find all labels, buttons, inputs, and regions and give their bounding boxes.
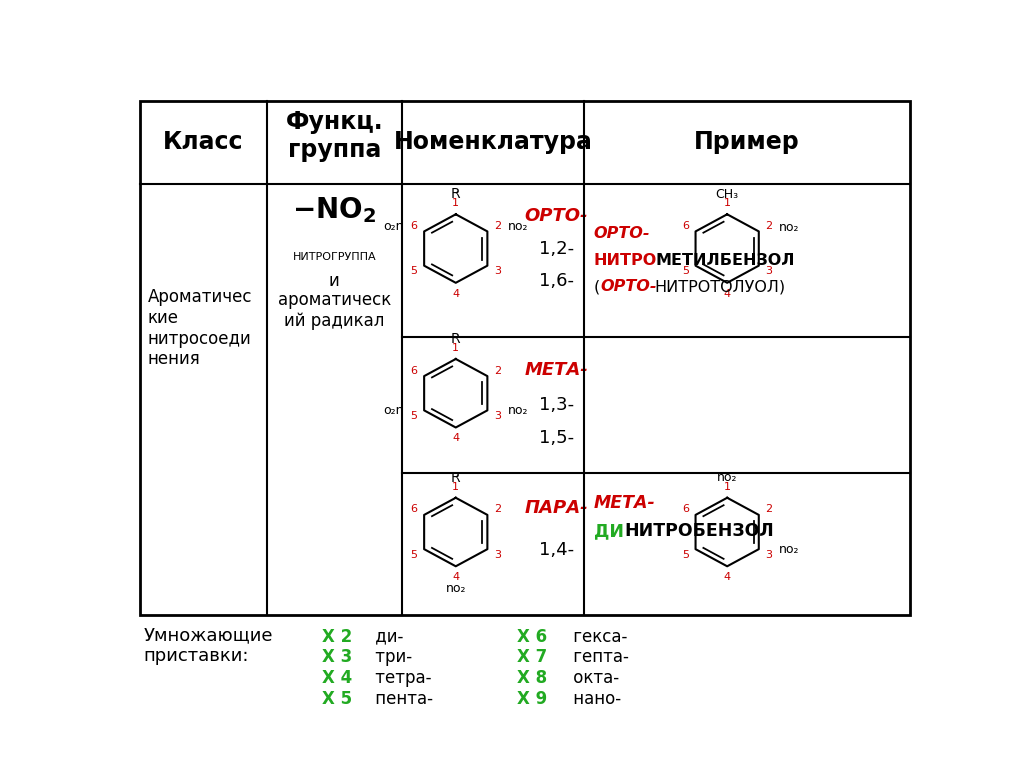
Text: 4: 4 — [724, 572, 731, 582]
Text: no₂: no₂ — [508, 404, 528, 417]
Text: 4: 4 — [453, 433, 460, 443]
Text: 5: 5 — [682, 266, 689, 276]
Text: 1,5-: 1,5- — [539, 429, 574, 446]
Text: и: и — [329, 272, 340, 290]
Text: ди-: ди- — [370, 627, 403, 646]
Text: 6: 6 — [682, 221, 689, 231]
Text: ОРТО-: ОРТО- — [594, 226, 650, 242]
Text: 1,6-: 1,6- — [539, 272, 574, 290]
Text: 4: 4 — [453, 288, 460, 299]
Text: no₂: no₂ — [779, 221, 800, 234]
Text: 6: 6 — [682, 505, 689, 515]
Text: нано-: нано- — [568, 690, 622, 708]
Text: 5: 5 — [682, 550, 689, 560]
Text: Умножающие
приставки:: Умножающие приставки: — [143, 627, 273, 665]
Text: Пример: Пример — [694, 130, 800, 154]
Text: 4: 4 — [724, 288, 731, 299]
Text: 1: 1 — [724, 199, 731, 209]
Text: ДИ: ДИ — [594, 522, 624, 540]
Text: 2: 2 — [494, 366, 501, 376]
Text: X 2: X 2 — [323, 627, 352, 646]
Text: 1,3-: 1,3- — [539, 396, 574, 414]
Text: X 4: X 4 — [323, 669, 352, 687]
Text: ПАРА-: ПАРА- — [524, 499, 589, 518]
Text: X 6: X 6 — [517, 627, 547, 646]
Text: 4: 4 — [453, 572, 460, 582]
Text: 3: 3 — [494, 266, 501, 276]
Text: МЕТА-: МЕТА- — [524, 360, 589, 379]
Text: 6: 6 — [411, 505, 418, 515]
Text: МЕТИЛБЕНЗОЛ: МЕТИЛБЕНЗОЛ — [655, 253, 796, 268]
Text: no₂: no₂ — [717, 471, 737, 484]
Text: тетра-: тетра- — [370, 669, 431, 687]
Text: R: R — [451, 332, 461, 346]
Text: X 8: X 8 — [517, 669, 547, 687]
Text: $\mathbf{-NO_2}$: $\mathbf{-NO_2}$ — [292, 196, 377, 225]
Text: Номенклатура: Номенклатура — [393, 130, 593, 154]
Bar — [140, 101, 909, 614]
Text: 5: 5 — [411, 411, 418, 421]
Text: 1: 1 — [724, 482, 731, 492]
Text: 1: 1 — [453, 343, 459, 353]
Text: 3: 3 — [494, 550, 501, 560]
Text: X 9: X 9 — [517, 690, 547, 708]
Text: гекса-: гекса- — [568, 627, 628, 646]
Text: 1: 1 — [453, 199, 459, 209]
Text: Функц.
группа: Функц. группа — [286, 110, 383, 163]
Text: НИТРО: НИТРО — [594, 253, 657, 268]
Text: R: R — [451, 471, 461, 485]
Text: 3: 3 — [765, 266, 772, 276]
Text: НИТРОГРУППА: НИТРОГРУППА — [293, 252, 376, 262]
Text: НИТРОБЕНЗОЛ: НИТРОБЕНЗОЛ — [624, 522, 774, 540]
Text: X 7: X 7 — [517, 648, 547, 667]
Text: no₂: no₂ — [508, 220, 528, 232]
Text: 2: 2 — [494, 505, 501, 515]
Text: Класс: Класс — [163, 130, 244, 154]
Text: Ароматичес
кие
нитросоеди
нения: Ароматичес кие нитросоеди нения — [147, 288, 252, 368]
Text: X 5: X 5 — [323, 690, 352, 708]
Text: 6: 6 — [411, 221, 418, 231]
Text: 2: 2 — [765, 505, 772, 515]
Text: 3: 3 — [494, 411, 501, 421]
Text: no₂: no₂ — [779, 543, 800, 555]
Text: X 3: X 3 — [323, 648, 352, 667]
Text: 1,4-: 1,4- — [539, 541, 574, 558]
Text: 5: 5 — [411, 266, 418, 276]
Text: no₂: no₂ — [445, 581, 466, 594]
Text: пента-: пента- — [370, 690, 433, 708]
Text: 2: 2 — [765, 221, 772, 231]
Text: МЕТА-: МЕТА- — [594, 493, 655, 512]
Text: НИТРОТОЛУОЛ): НИТРОТОЛУОЛ) — [654, 279, 785, 295]
Text: гепта-: гепта- — [568, 648, 630, 667]
Text: 1: 1 — [453, 482, 459, 492]
Text: окта-: окта- — [568, 669, 620, 687]
Text: ароматическ
ий радикал: ароматическ ий радикал — [278, 291, 391, 330]
Text: ОРТО-: ОРТО- — [524, 207, 589, 225]
Text: o₂n: o₂n — [384, 220, 404, 232]
Text: 2: 2 — [494, 221, 501, 231]
Text: три-: три- — [370, 648, 413, 667]
Text: 5: 5 — [411, 550, 418, 560]
Text: (: ( — [594, 279, 600, 295]
Text: 1,2-: 1,2- — [539, 239, 574, 258]
Text: 3: 3 — [765, 550, 772, 560]
Text: R: R — [451, 187, 461, 201]
Text: o₂n: o₂n — [384, 404, 404, 417]
Text: 6: 6 — [411, 366, 418, 376]
Text: ОРТО-: ОРТО- — [600, 279, 656, 295]
Text: CH₃: CH₃ — [716, 188, 738, 201]
